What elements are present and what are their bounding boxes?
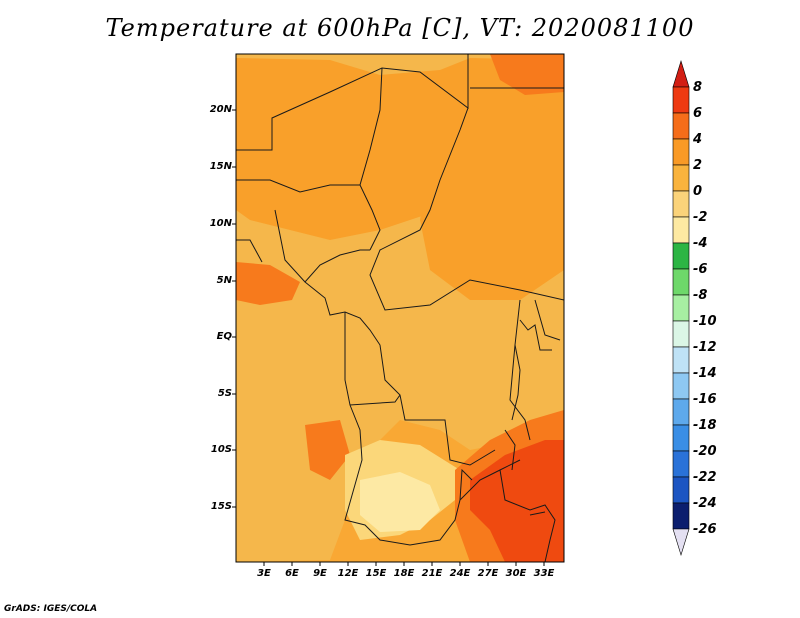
border-lines: [236, 54, 564, 562]
lon-label-24e: 24E: [449, 568, 471, 579]
cb-label-2: 2: [693, 158, 703, 173]
east-sahel-warm-region: [420, 95, 564, 300]
cb-label-m26: -26: [693, 522, 717, 537]
cb-label-m10: -10: [693, 314, 717, 329]
colorbar-swatch: [672, 424, 690, 452]
lat-label-15s: 15S: [210, 501, 232, 512]
colorbar-swatch: [672, 164, 690, 192]
palest-south-region: [360, 472, 440, 532]
cb-label-8: 8: [693, 80, 703, 95]
lon-label-3e: 3E: [257, 568, 271, 579]
political-borders: [236, 54, 564, 562]
cb-label-m24: -24: [693, 496, 717, 511]
lat-label-5n: 5N: [216, 275, 232, 286]
grads-credit: GrADS: IGES/COLA: [4, 604, 98, 614]
cb-label-m18: -18: [693, 418, 717, 433]
cb-label-4: 4: [693, 132, 703, 147]
lat-label-20n: 20N: [209, 104, 232, 115]
colorbar-swatch: [672, 216, 690, 244]
lon-label-33e: 33E: [533, 568, 555, 579]
map-frame: [235, 53, 565, 563]
colorbar-swatch: [672, 372, 690, 400]
great-lakes-outline: [504, 319, 552, 516]
colorbar-swatch: [672, 476, 690, 504]
lon-label-15e: 15E: [365, 568, 387, 579]
cb-label-m16: -16: [693, 392, 717, 407]
cb-label-6: 6: [693, 106, 703, 121]
lat-label-10n: 10N: [209, 218, 232, 229]
map-title: Temperature at 600hPa [C], VT: 202008110…: [105, 14, 695, 42]
atlantic-hot-patch: [305, 420, 350, 480]
colorbar-swatch: [672, 138, 690, 166]
colorbar-swatch: [672, 112, 690, 140]
cb-label-m12: -12: [693, 340, 717, 355]
lon-label-6e: 6E: [285, 568, 299, 579]
lon-label-12e: 12E: [337, 568, 359, 579]
lon-label-21e: 21E: [421, 568, 443, 579]
colorbar-swatch: [672, 398, 690, 426]
north-hot-patch: [490, 54, 564, 95]
cb-label-0: 0: [693, 184, 703, 199]
lon-label-27e: 27E: [477, 568, 499, 579]
lon-label-18e: 18E: [393, 568, 415, 579]
cb-label-m20: -20: [693, 444, 717, 459]
gulf-of-guinea-hot-region: [236, 262, 300, 305]
cb-label-m14: -14: [693, 366, 717, 381]
cb-label-m4: -4: [693, 236, 708, 251]
colorbar-swatch: [672, 502, 690, 530]
colorbar-swatch: [672, 86, 690, 114]
cb-label-m22: -22: [693, 470, 717, 485]
lat-ticks: [232, 109, 236, 508]
colorbar-swatch: [672, 450, 690, 478]
cb-label-m2: -2: [693, 210, 708, 225]
lat-label-5s: 5S: [217, 388, 232, 399]
colorbar-bottom-arrow: [672, 528, 690, 557]
colorbar-swatch: [672, 294, 690, 322]
cb-label-m6: -6: [693, 262, 708, 277]
cb-label-m8: -8: [693, 288, 708, 303]
colorbar-swatch: [672, 242, 690, 270]
colorbar-swatch: [672, 190, 690, 218]
colorbar: [672, 59, 690, 557]
colorbar-swatch: [672, 346, 690, 374]
colorbar-swatch: [672, 268, 690, 296]
lat-label-15n: 15N: [209, 161, 232, 172]
lat-label-10s: 10S: [210, 444, 232, 455]
lon-ticks: [263, 562, 545, 566]
lon-label-30e: 30E: [505, 568, 527, 579]
lat-label-eq: EQ: [216, 331, 232, 342]
colorbar-top-arrow: [672, 59, 690, 88]
east-very-hot-region: [470, 440, 564, 562]
colorbar-swatch: [672, 320, 690, 348]
lon-label-9e: 9E: [313, 568, 327, 579]
